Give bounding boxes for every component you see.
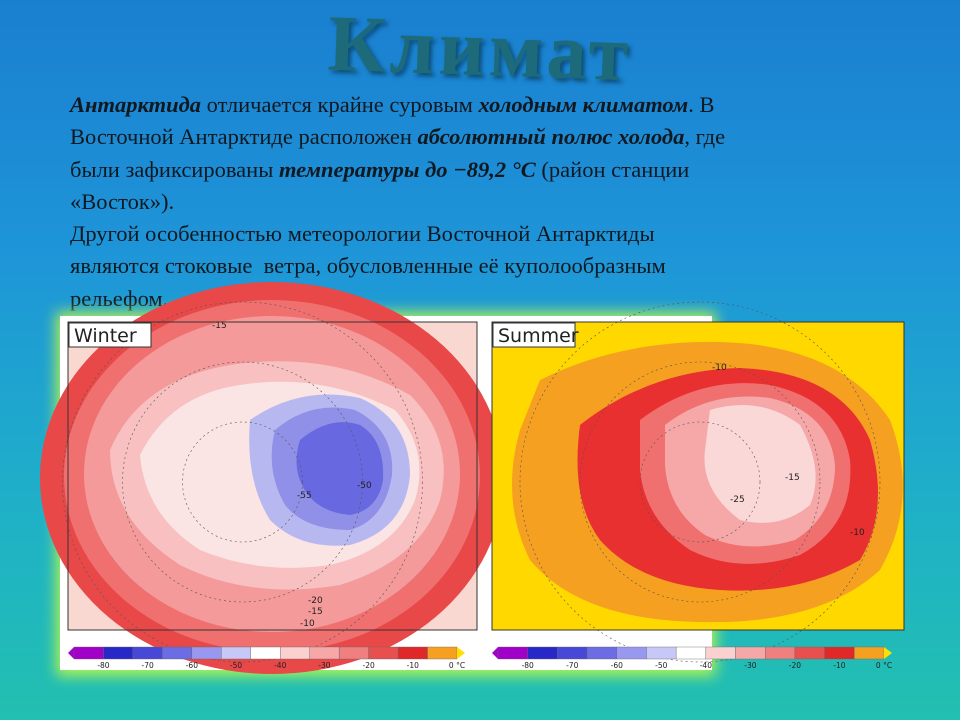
colorbar-arrow (457, 647, 465, 659)
colorbar-swatch (705, 646, 736, 660)
colorbar-swatch (427, 646, 458, 660)
map-label: Winter (74, 325, 137, 347)
text-run: Восточной Антарктиде расположен (70, 124, 418, 150)
text-line: рельефом. (70, 283, 930, 315)
map-label-box (492, 322, 576, 348)
map-panel: Summer -10 -25 -15 -10 -80 -70 -60 -50 -40 -30 -20 -… (491, 301, 905, 670)
colorbar-tick-label: -30 (318, 661, 330, 670)
contour-region (704, 405, 816, 523)
latitude-circle (579, 361, 821, 603)
text-line: являются стоковые ветра, обусловленные е… (70, 250, 930, 282)
contour-label: -10 (712, 363, 727, 373)
text-run: «Восток»). (70, 188, 175, 214)
colorbar-swatch (73, 646, 104, 660)
colorbar-swatch (162, 646, 193, 660)
text-run: , где (684, 124, 726, 150)
colorbar-swatch (132, 646, 163, 660)
colorbar-swatch (309, 646, 340, 660)
colorbar-tick-label: -70 (566, 661, 578, 670)
contour-label: -15 (212, 321, 227, 331)
colorbar-swatch (338, 646, 369, 660)
colorbar-swatch (735, 646, 766, 660)
colorbar-tick-label: 0 °C (449, 661, 465, 670)
contour-label: -25 (730, 495, 745, 505)
slide-text: Антарктида отличается крайне суровым хол… (70, 89, 930, 315)
colorbar-swatch (616, 646, 647, 660)
colorbar-swatch (397, 646, 428, 660)
colorbar-swatch (586, 646, 617, 660)
emphasized-text: абсолютный полюс холода (417, 124, 685, 150)
latitude-circle (122, 361, 363, 603)
map-border (67, 321, 478, 631)
colorbar-swatch (221, 646, 251, 660)
latitude-circle (182, 421, 303, 543)
colorbar-tick-label: -10 (407, 661, 419, 670)
contour-region (296, 422, 384, 515)
contour-label: -10 (300, 619, 315, 629)
colorbar-swatch (646, 646, 677, 660)
contour-label: -55 (297, 491, 312, 501)
emphasized-text: холодным климатом (478, 92, 689, 117)
contour-label: -15 (308, 607, 323, 617)
text-run: Другой особенностью метеорологии Восточн… (70, 221, 655, 247)
colorbar-arrow (884, 647, 892, 659)
text-line: «Восток»). (70, 186, 930, 218)
contour-label: -15 (785, 473, 800, 483)
emphasized-text: Антарктида (70, 92, 202, 117)
text-line: Восточной Антарктиде расположен абсолютн… (70, 121, 930, 153)
map-panel: Winter -15-55-50-20-15-10-80 -70 -60 -50 -40-… (40, 282, 504, 674)
text-run: . В (688, 92, 715, 117)
colorbar-tick-label: -80 (522, 661, 534, 670)
colorbar-swatch (280, 646, 310, 660)
colorbar-tick-label: -80 (97, 661, 109, 670)
emphasized-text: температуры до −89,2 °С (278, 156, 536, 182)
colorbar-swatch (824, 646, 855, 660)
contour-label: -20 (308, 596, 323, 606)
text-line: были зафиксированы температуры до −89,2 … (70, 154, 930, 186)
text-run: были зафиксированы (70, 156, 279, 182)
colorbar-tick-label: -40 (274, 661, 286, 670)
text-run: рельефом. (70, 285, 169, 311)
colorbar-swatch (497, 646, 528, 660)
map-border (491, 321, 905, 631)
text-run: отличается крайне суровым (201, 92, 479, 117)
colorbar-swatch (794, 646, 825, 660)
colorbar-swatch (765, 646, 796, 660)
map-label: Summer (498, 325, 579, 347)
text-run: являются стоковые ветра, обусловленные е… (70, 253, 666, 279)
text-run: (район станции (535, 156, 690, 182)
colorbar-swatch (368, 646, 399, 660)
latitude-circle (62, 301, 423, 663)
colorbar-tick-label: -60 (611, 661, 623, 670)
text-line: Антарктида отличается крайне суровым хол… (70, 89, 930, 121)
colorbar-arrow (68, 647, 74, 659)
colorbar-tick-label: 0 °C (876, 661, 892, 670)
latitude-circle (639, 421, 761, 543)
colorbar-swatch (557, 646, 588, 660)
map-label-box (68, 322, 152, 348)
colorbar-tick-label: -30 (744, 661, 756, 670)
colorbar-swatch (191, 646, 222, 660)
colorbar-tick-label: -70 (142, 661, 154, 670)
colorbar-tick-label: -40 (700, 661, 712, 670)
colorbar-swatch (527, 646, 558, 660)
contour-label: -50 (357, 481, 372, 491)
colorbar-tick-label: -20 (789, 661, 801, 670)
colorbar-tick-label: -50 (655, 661, 667, 670)
latitude-circle (519, 301, 881, 663)
colorbar-arrow (492, 647, 498, 659)
text-line: Другой особенностью метеорологии Восточн… (70, 218, 930, 250)
colorbar-tick-label: -10 (833, 661, 845, 670)
contour-label: -10 (850, 528, 865, 538)
colorbar-tick-label: -50 (230, 661, 242, 670)
colorbar-tick-label: -60 (186, 661, 198, 670)
colorbar-tick-label: -20 (362, 661, 374, 670)
colorbar-swatch (854, 646, 885, 660)
colorbar-swatch (103, 646, 134, 660)
colorbar-swatch (250, 646, 281, 660)
colorbar-swatch (675, 646, 707, 660)
